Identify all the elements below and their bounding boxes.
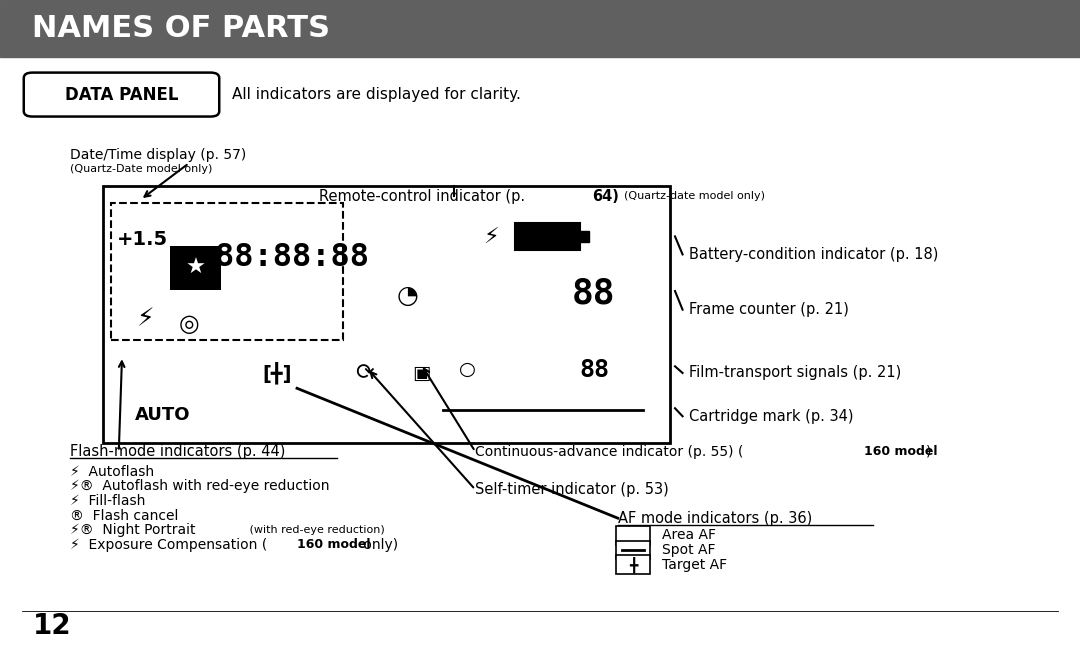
Text: ◔: ◔	[396, 284, 418, 308]
Text: Area AF: Area AF	[662, 528, 716, 543]
Text: ★: ★	[186, 258, 205, 278]
Text: Date/Time display (p. 57): Date/Time display (p. 57)	[70, 147, 246, 162]
Text: 160 model: 160 model	[297, 538, 370, 551]
Text: ): )	[926, 444, 931, 459]
Bar	[0, 0, 1080, 57]
Text: AUTO: AUTO	[135, 406, 190, 424]
FancyBboxPatch shape	[24, 73, 219, 117]
Text: ◎: ◎	[178, 312, 200, 336]
Bar	[515, 223, 580, 250]
Bar	[111, 203, 343, 340]
Bar	[103, 186, 670, 443]
Text: 12: 12	[32, 612, 71, 640]
Text: Remote-control indicator (p.: Remote-control indicator (p.	[319, 189, 525, 204]
Text: All indicators are displayed for clarity.: All indicators are displayed for clarity…	[232, 87, 521, 102]
Text: [╋]: [╋]	[262, 362, 293, 384]
Text: ▣: ▣	[411, 364, 431, 382]
Text: ⚡®  Night Portrait: ⚡® Night Portrait	[70, 523, 195, 537]
Text: only): only)	[359, 537, 397, 552]
FancyBboxPatch shape	[616, 526, 650, 545]
Bar	[580, 231, 589, 242]
Text: Frame counter (p. 21): Frame counter (p. 21)	[689, 302, 849, 317]
Text: Target AF: Target AF	[662, 557, 727, 572]
Text: Film-transport signals (p. 21): Film-transport signals (p. 21)	[689, 366, 902, 380]
Text: 88: 88	[579, 358, 609, 382]
Text: ⚡  Autoflash: ⚡ Autoflash	[70, 464, 154, 479]
Text: Self-timer indicator (p. 53): Self-timer indicator (p. 53)	[475, 482, 669, 497]
Text: ⟳: ⟳	[354, 363, 374, 383]
Text: Flash-mode indicators (p. 44): Flash-mode indicators (p. 44)	[70, 444, 285, 459]
Bar	[170, 246, 221, 290]
Text: ®  Flash cancel: ® Flash cancel	[70, 508, 178, 523]
Text: 88: 88	[572, 276, 616, 310]
Text: Battery-condition indicator (p. 18): Battery-condition indicator (p. 18)	[689, 247, 939, 262]
Text: 160 model: 160 model	[864, 445, 937, 458]
Text: +1.5: +1.5	[117, 230, 167, 249]
Text: DATA PANEL: DATA PANEL	[65, 86, 179, 105]
FancyBboxPatch shape	[616, 541, 650, 559]
Text: 88:88:88: 88:88:88	[215, 242, 368, 273]
Text: (with red-eye reduction): (with red-eye reduction)	[246, 525, 384, 535]
Text: Spot AF: Spot AF	[662, 543, 716, 557]
Text: ⚡  Fill-flash: ⚡ Fill-flash	[70, 494, 146, 508]
FancyBboxPatch shape	[616, 555, 650, 574]
Text: ⚡: ⚡	[137, 308, 154, 332]
Text: NAMES OF PARTS: NAMES OF PARTS	[32, 14, 330, 43]
Text: ╋: ╋	[629, 557, 637, 573]
Text: ⚡  Exposure Compensation (: ⚡ Exposure Compensation (	[70, 537, 268, 552]
Text: ○: ○	[459, 360, 476, 379]
Text: (Quartz-date model only): (Quartz-date model only)	[624, 191, 766, 202]
Text: Continuous-advance indicator (p. 55) (: Continuous-advance indicator (p. 55) (	[475, 444, 743, 459]
Text: AF mode indicators (p. 36): AF mode indicators (p. 36)	[618, 511, 812, 525]
Text: (Quartz-Date model only): (Quartz-Date model only)	[70, 164, 213, 174]
Text: ⚡®  Autoflash with red-eye reduction: ⚡® Autoflash with red-eye reduction	[70, 479, 329, 494]
Text: 64): 64)	[592, 189, 619, 204]
Text: Cartridge mark (p. 34): Cartridge mark (p. 34)	[689, 409, 853, 424]
Text: ⚡: ⚡	[484, 228, 499, 248]
